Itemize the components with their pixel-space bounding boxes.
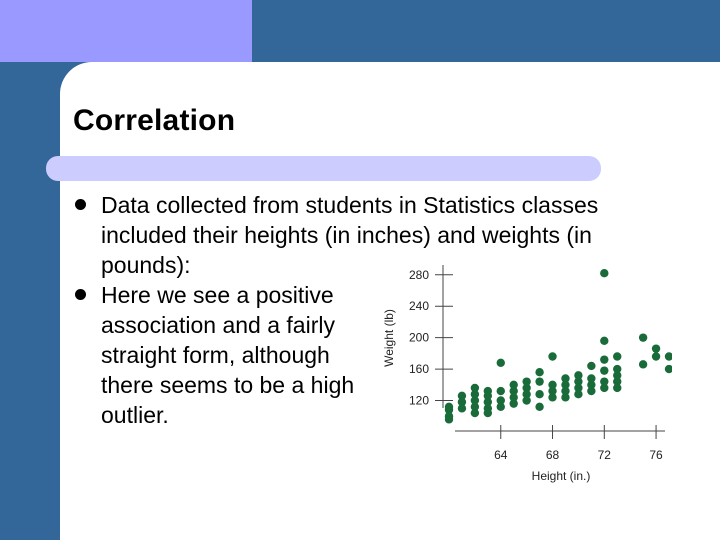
bullet-text: Data collected from students in Statisti… — [101, 192, 599, 278]
data-point — [470, 390, 480, 399]
data-point — [470, 408, 480, 418]
bullet-dot-icon — [75, 199, 86, 210]
data-point — [496, 386, 505, 396]
data-point — [483, 386, 493, 396]
data-point — [548, 380, 557, 389]
bullet-list: Data collected from students in Statisti… — [75, 190, 675, 430]
data-point — [574, 390, 583, 399]
data-point — [470, 383, 480, 393]
data-point — [483, 397, 493, 407]
data-point — [548, 386, 557, 396]
data-point — [638, 333, 648, 342]
y-tick-label: 240 — [409, 299, 429, 313]
data-point — [664, 364, 672, 374]
data-point — [613, 377, 622, 386]
data-point — [561, 386, 570, 396]
data-point — [561, 380, 570, 389]
title-tab-decoration — [0, 0, 252, 62]
data-point — [548, 352, 557, 361]
data-point — [470, 402, 480, 411]
scatter-chart: 120 160 200 240 280 64 68 72 76 Height (in.) Wei… — [377, 263, 672, 485]
data-point — [509, 386, 518, 396]
chart-axes: 120 160 200 240 280 64 68 72 76 — [409, 265, 665, 462]
data-point — [444, 412, 454, 421]
data-point — [548, 393, 557, 402]
x-tick-label: 64 — [494, 448, 508, 462]
data-point — [613, 364, 622, 374]
data-point — [522, 390, 531, 399]
data-point — [651, 352, 661, 361]
data-point — [496, 402, 505, 411]
data-point — [535, 402, 544, 411]
data-point — [574, 371, 583, 380]
data-point — [587, 380, 596, 389]
data-point — [561, 393, 570, 402]
y-tick-label: 280 — [409, 268, 429, 282]
data-point — [600, 336, 609, 345]
x-tick-label: 72 — [598, 448, 612, 462]
data-point — [483, 404, 493, 413]
data-point — [457, 404, 467, 413]
data-point — [587, 374, 596, 383]
scatter-chart-svg: 120 160 200 240 280 64 68 72 76 Height (in.) Wei… — [382, 265, 672, 483]
data-point — [470, 396, 480, 405]
bullet-text: Here we see a positive association and a… — [101, 282, 355, 428]
data-point — [600, 383, 609, 393]
chart-points — [444, 269, 672, 424]
data-point — [600, 355, 609, 364]
data-point — [535, 390, 544, 399]
data-point — [535, 377, 544, 386]
title-underline-bar — [46, 156, 601, 181]
data-point — [522, 377, 531, 386]
data-point — [638, 360, 648, 369]
data-point — [444, 402, 454, 411]
data-point — [600, 269, 609, 278]
data-point — [587, 386, 596, 396]
data-point — [574, 377, 583, 386]
data-point — [509, 380, 518, 389]
data-point — [535, 368, 544, 377]
data-point — [496, 396, 505, 405]
data-point — [457, 391, 467, 400]
data-point — [509, 399, 518, 408]
data-point — [457, 397, 467, 407]
y-axis-label: Weight (lb) — [382, 309, 396, 367]
x-axis-label: Height (in.) — [532, 469, 591, 483]
bullet-item: Here we see a positive association and a… — [75, 280, 366, 430]
data-point — [600, 366, 609, 375]
data-point — [587, 361, 596, 371]
data-point — [509, 393, 518, 402]
data-point — [522, 383, 531, 393]
slide-title: Correlation — [73, 104, 236, 137]
x-tick-label: 68 — [546, 448, 560, 462]
bullet-item: Data collected from students in Statisti… — [75, 190, 671, 280]
y-tick-label: 160 — [409, 362, 429, 376]
data-point — [613, 371, 622, 380]
x-tick-label: 76 — [649, 448, 663, 462]
data-point — [664, 352, 672, 361]
data-point — [613, 383, 622, 393]
data-point — [522, 396, 531, 405]
data-point — [613, 352, 622, 361]
data-point — [651, 344, 661, 353]
y-tick-label: 120 — [409, 394, 429, 408]
bullet-dot-icon — [75, 289, 86, 300]
data-point — [561, 374, 570, 383]
y-tick-label: 200 — [409, 331, 429, 345]
data-point — [600, 377, 609, 386]
data-point — [574, 383, 583, 393]
data-point — [496, 358, 505, 367]
